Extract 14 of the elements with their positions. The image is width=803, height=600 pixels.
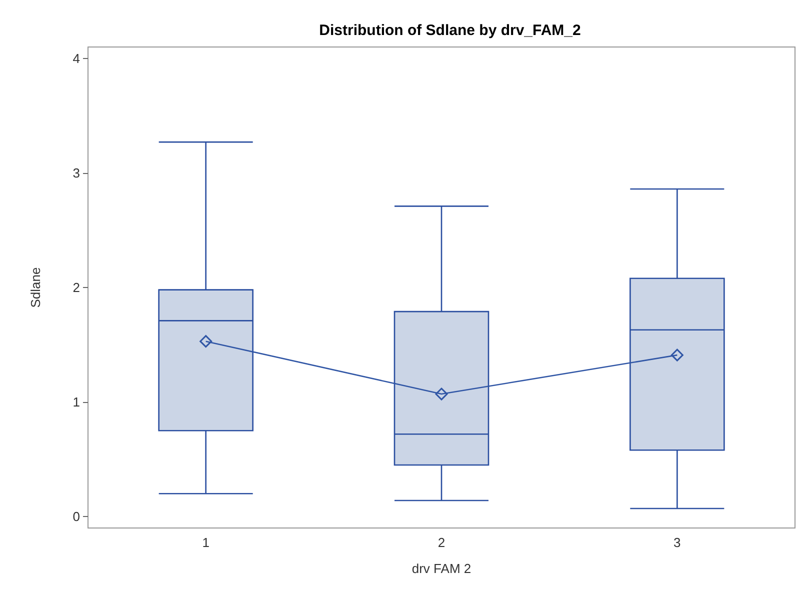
y-tick-label: 4 xyxy=(72,50,80,66)
point xyxy=(200,335,212,348)
y-tick-label: 2 xyxy=(72,280,80,295)
x-tick-label: 1 xyxy=(202,535,210,550)
x-tick-label: 3 xyxy=(674,535,681,550)
y-axis-title: Sdlane xyxy=(28,267,43,308)
y-tick-label: 0 xyxy=(72,509,80,524)
y-tick-label: 1 xyxy=(72,394,80,410)
y-tick-label: 3 xyxy=(72,165,80,180)
point xyxy=(435,388,448,400)
point xyxy=(670,348,684,362)
x-tick-label: 2 xyxy=(438,535,446,550)
x-axis-title: drv FAM 2 xyxy=(412,561,472,576)
chart-title: Distribution of Sdlane by drv_FAM_2 xyxy=(319,22,581,39)
